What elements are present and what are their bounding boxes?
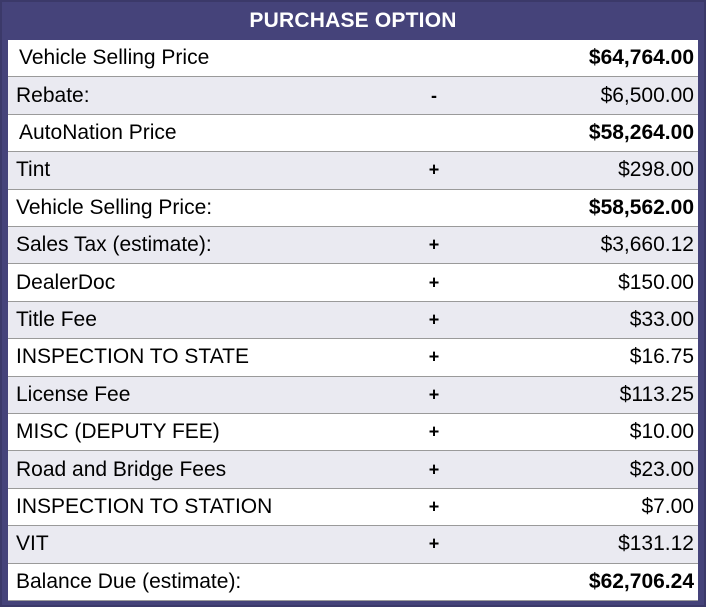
row-vehicle-selling-price-subtotal: Vehicle Selling Price: $58,562.00: [8, 189, 698, 228]
row-amount: $150.00: [618, 270, 694, 294]
row-amount: $10.00: [629, 420, 694, 444]
row-label: Vehicle Selling Price: [19, 46, 210, 70]
row-amount: $64,764.00: [588, 46, 694, 70]
row-vit: VIT + $131.12: [8, 526, 698, 564]
row-amount: $62,706.24: [588, 569, 694, 593]
row-dealer-doc: DealerDoc + $150.00: [8, 264, 698, 302]
row-label: INSPECTION TO STATE: [16, 345, 249, 369]
row-amount: $7.00: [641, 495, 694, 519]
row-amount: $6,500.00: [600, 83, 694, 107]
row-misc-deputy-fee: MISC (DEPUTY FEE) + $10.00: [8, 414, 698, 452]
row-label: Balance Due (estimate):: [16, 569, 242, 593]
row-label: Title Fee: [16, 308, 97, 332]
row-operator: +: [428, 421, 440, 442]
row-amount: $16.75: [629, 345, 694, 369]
row-label: MISC (DEPUTY FEE): [16, 420, 220, 444]
row-title-fee: Title Fee + $33.00: [8, 301, 698, 340]
row-label: Road and Bridge Fees: [16, 457, 227, 481]
row-label: DealerDoc: [16, 270, 116, 294]
row-operator: +: [428, 384, 440, 405]
row-label: License Fee: [16, 382, 131, 406]
row-license-fee: License Fee + $113.25: [8, 376, 698, 415]
row-inspection-to-station: INSPECTION TO STATION + $7.00: [8, 488, 698, 527]
row-operator: +: [428, 234, 440, 255]
row-amount: $3,660.12: [600, 233, 694, 257]
row-label: Rebate:: [16, 83, 90, 107]
row-operator: +: [428, 346, 440, 367]
row-amount: $131.12: [618, 532, 694, 556]
row-operator: +: [428, 496, 440, 517]
row-rebate: Rebate: - $6,500.00: [8, 77, 698, 115]
row-amount: $58,264.00: [588, 121, 694, 145]
row-balance-due: Balance Due (estimate): $62,706.24: [8, 563, 698, 602]
row-operator: +: [428, 533, 440, 554]
row-amount: $298.00: [618, 158, 694, 182]
row-amount: $23.00: [629, 457, 694, 481]
table-title: PURCHASE OPTION: [249, 9, 457, 32]
row-operator: +: [428, 272, 440, 293]
row-operator: +: [428, 459, 440, 480]
row-label: Vehicle Selling Price:: [16, 195, 213, 219]
row-label: AutoNation Price: [19, 121, 177, 145]
row-inspection-to-state: INSPECTION TO STATE + $16.75: [8, 339, 698, 377]
row-label: Tint: [16, 158, 51, 182]
row-operator: +: [428, 309, 440, 330]
row-amount: $113.25: [619, 382, 694, 406]
row-tint: Tint + $298.00: [8, 152, 698, 190]
row-operator: -: [431, 85, 437, 106]
row-label: Sales Tax (estimate):: [16, 233, 212, 257]
row-sales-tax: Sales Tax (estimate): + $3,660.12: [8, 227, 698, 265]
row-label: INSPECTION TO STATION: [16, 495, 273, 519]
row-label: VIT: [16, 532, 49, 556]
row-autonation-price: AutoNation Price $58,264.00: [8, 114, 698, 153]
row-road-and-bridge-fees: Road and Bridge Fees + $23.00: [8, 451, 698, 489]
row-vehicle-selling-price: Vehicle Selling Price $64,764.00: [8, 40, 698, 78]
row-amount: $33.00: [629, 308, 694, 332]
row-operator: +: [428, 159, 440, 180]
row-amount: $58,562.00: [588, 195, 694, 219]
line-items: Vehicle Selling Price $64,764.00 Rebate:…: [8, 40, 698, 602]
